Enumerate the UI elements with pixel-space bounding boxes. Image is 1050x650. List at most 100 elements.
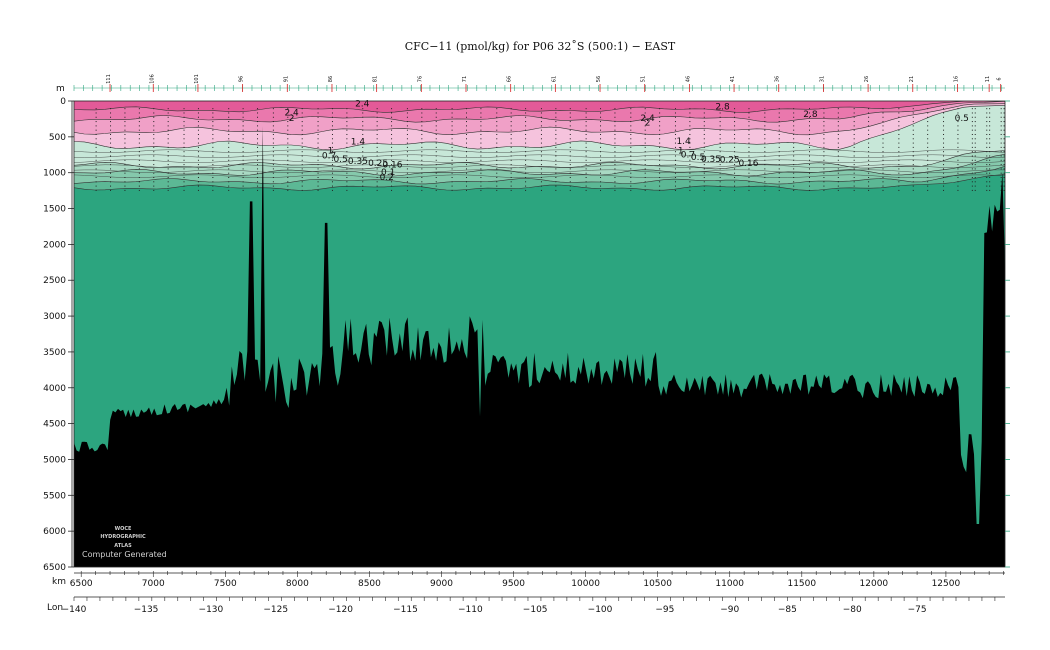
lon-tick-label: −125: [263, 605, 288, 615]
sample-point: [167, 185, 169, 187]
sample-point: [853, 176, 855, 178]
sample-point: [809, 116, 810, 118]
sample-point: [1003, 172, 1005, 174]
sample-point: [95, 112, 97, 114]
sample-point: [540, 189, 542, 191]
sample-point: [644, 133, 646, 135]
sample-point: [331, 108, 333, 110]
x-tick-label: 8500: [358, 579, 381, 589]
sample-point: [287, 159, 289, 161]
sample-point: [868, 138, 870, 140]
contour-line: [74, 103, 1005, 136]
sample-point: [138, 176, 140, 178]
sample-point: [301, 142, 303, 144]
sample-point: [898, 159, 900, 161]
sample-point: [525, 164, 527, 166]
sample-point: [585, 108, 587, 110]
sample-point: [837, 121, 839, 123]
sample-point: [525, 181, 527, 183]
sample-point: [1003, 138, 1005, 140]
sample-point: [971, 142, 973, 144]
sample-point: [362, 116, 364, 118]
sample-point: [585, 159, 587, 161]
sample-point: [212, 181, 214, 183]
sample-point: [793, 159, 795, 161]
sample-point: [882, 138, 884, 140]
sample-point: [362, 138, 364, 140]
sample-point: [301, 168, 303, 170]
sample-point: [301, 151, 303, 153]
sample-point: [480, 181, 482, 183]
sample-point: [95, 151, 97, 153]
sample-point: [153, 159, 155, 161]
sample-point: [912, 155, 914, 157]
sample-point: [974, 129, 976, 131]
sample-point: [630, 155, 632, 157]
y-tick-label: 2500: [43, 276, 66, 286]
sample-point: [391, 155, 393, 157]
sample-point: [957, 159, 959, 161]
sample-point: [228, 155, 230, 157]
sample-point: [138, 181, 140, 183]
sample-point: [823, 185, 825, 187]
sample-point: [630, 121, 632, 123]
sample-point: [421, 168, 423, 170]
sample-point: [868, 121, 870, 123]
sample-point: [317, 121, 319, 123]
sample-point: [823, 159, 825, 161]
sample-point: [242, 121, 244, 123]
sample-point: [793, 172, 795, 174]
sample-point: [317, 176, 319, 178]
sample-point: [986, 159, 988, 161]
y-tick-label: 4500: [43, 420, 66, 430]
sample-point: [898, 121, 900, 123]
sample-point: [600, 121, 602, 123]
sample-point: [1000, 164, 1002, 166]
sample-point: [540, 155, 542, 157]
sample-point: [287, 151, 289, 153]
sample-point: [317, 125, 319, 127]
sample-point: [1015, 151, 1016, 152]
sample-point: [435, 138, 437, 140]
distance-axis: 6500 7000 7500 8000 8500 9000 9500 10000 10500 11…: [70, 571, 1005, 589]
sample-point: [912, 159, 914, 161]
sample-point: [525, 189, 527, 191]
sample-point: [228, 142, 230, 144]
sample-point: [540, 112, 542, 114]
sample-point: [1000, 172, 1002, 174]
sample-point: [703, 108, 705, 110]
sample-point: [957, 112, 959, 114]
sample-point: [421, 112, 423, 114]
sample-point: [110, 108, 112, 110]
sample-point: [451, 159, 453, 161]
sample-point: [630, 189, 632, 191]
sample-point: [719, 108, 721, 110]
station-label: 61: [551, 76, 557, 82]
sample-point: [496, 146, 498, 148]
sample-point: [242, 116, 244, 118]
sample-point: [644, 108, 646, 110]
sample-point: [898, 155, 900, 157]
sample-point: [510, 138, 512, 140]
sample-point: [986, 138, 988, 140]
sample-point: [95, 133, 97, 135]
sample-point: [986, 112, 988, 114]
sample-point: [927, 189, 929, 191]
sample-point: [331, 159, 333, 161]
sample-point: [391, 125, 393, 127]
x-tick-label: 6500: [70, 579, 93, 589]
lon-tick-label: −110: [458, 605, 483, 615]
sample-point: [585, 151, 587, 153]
sample-point: [659, 142, 661, 144]
sample-point: [110, 116, 112, 118]
sample-point: [793, 129, 795, 131]
sample-point: [257, 185, 259, 187]
sample-point: [689, 168, 691, 170]
sample-point: [540, 116, 542, 118]
sample-point: [943, 164, 945, 166]
sample-point: [466, 181, 467, 183]
contour-label: 0.2: [380, 173, 394, 183]
sample-point: [898, 176, 900, 178]
station-label: 86: [328, 76, 334, 82]
sample-point: [110, 181, 112, 183]
